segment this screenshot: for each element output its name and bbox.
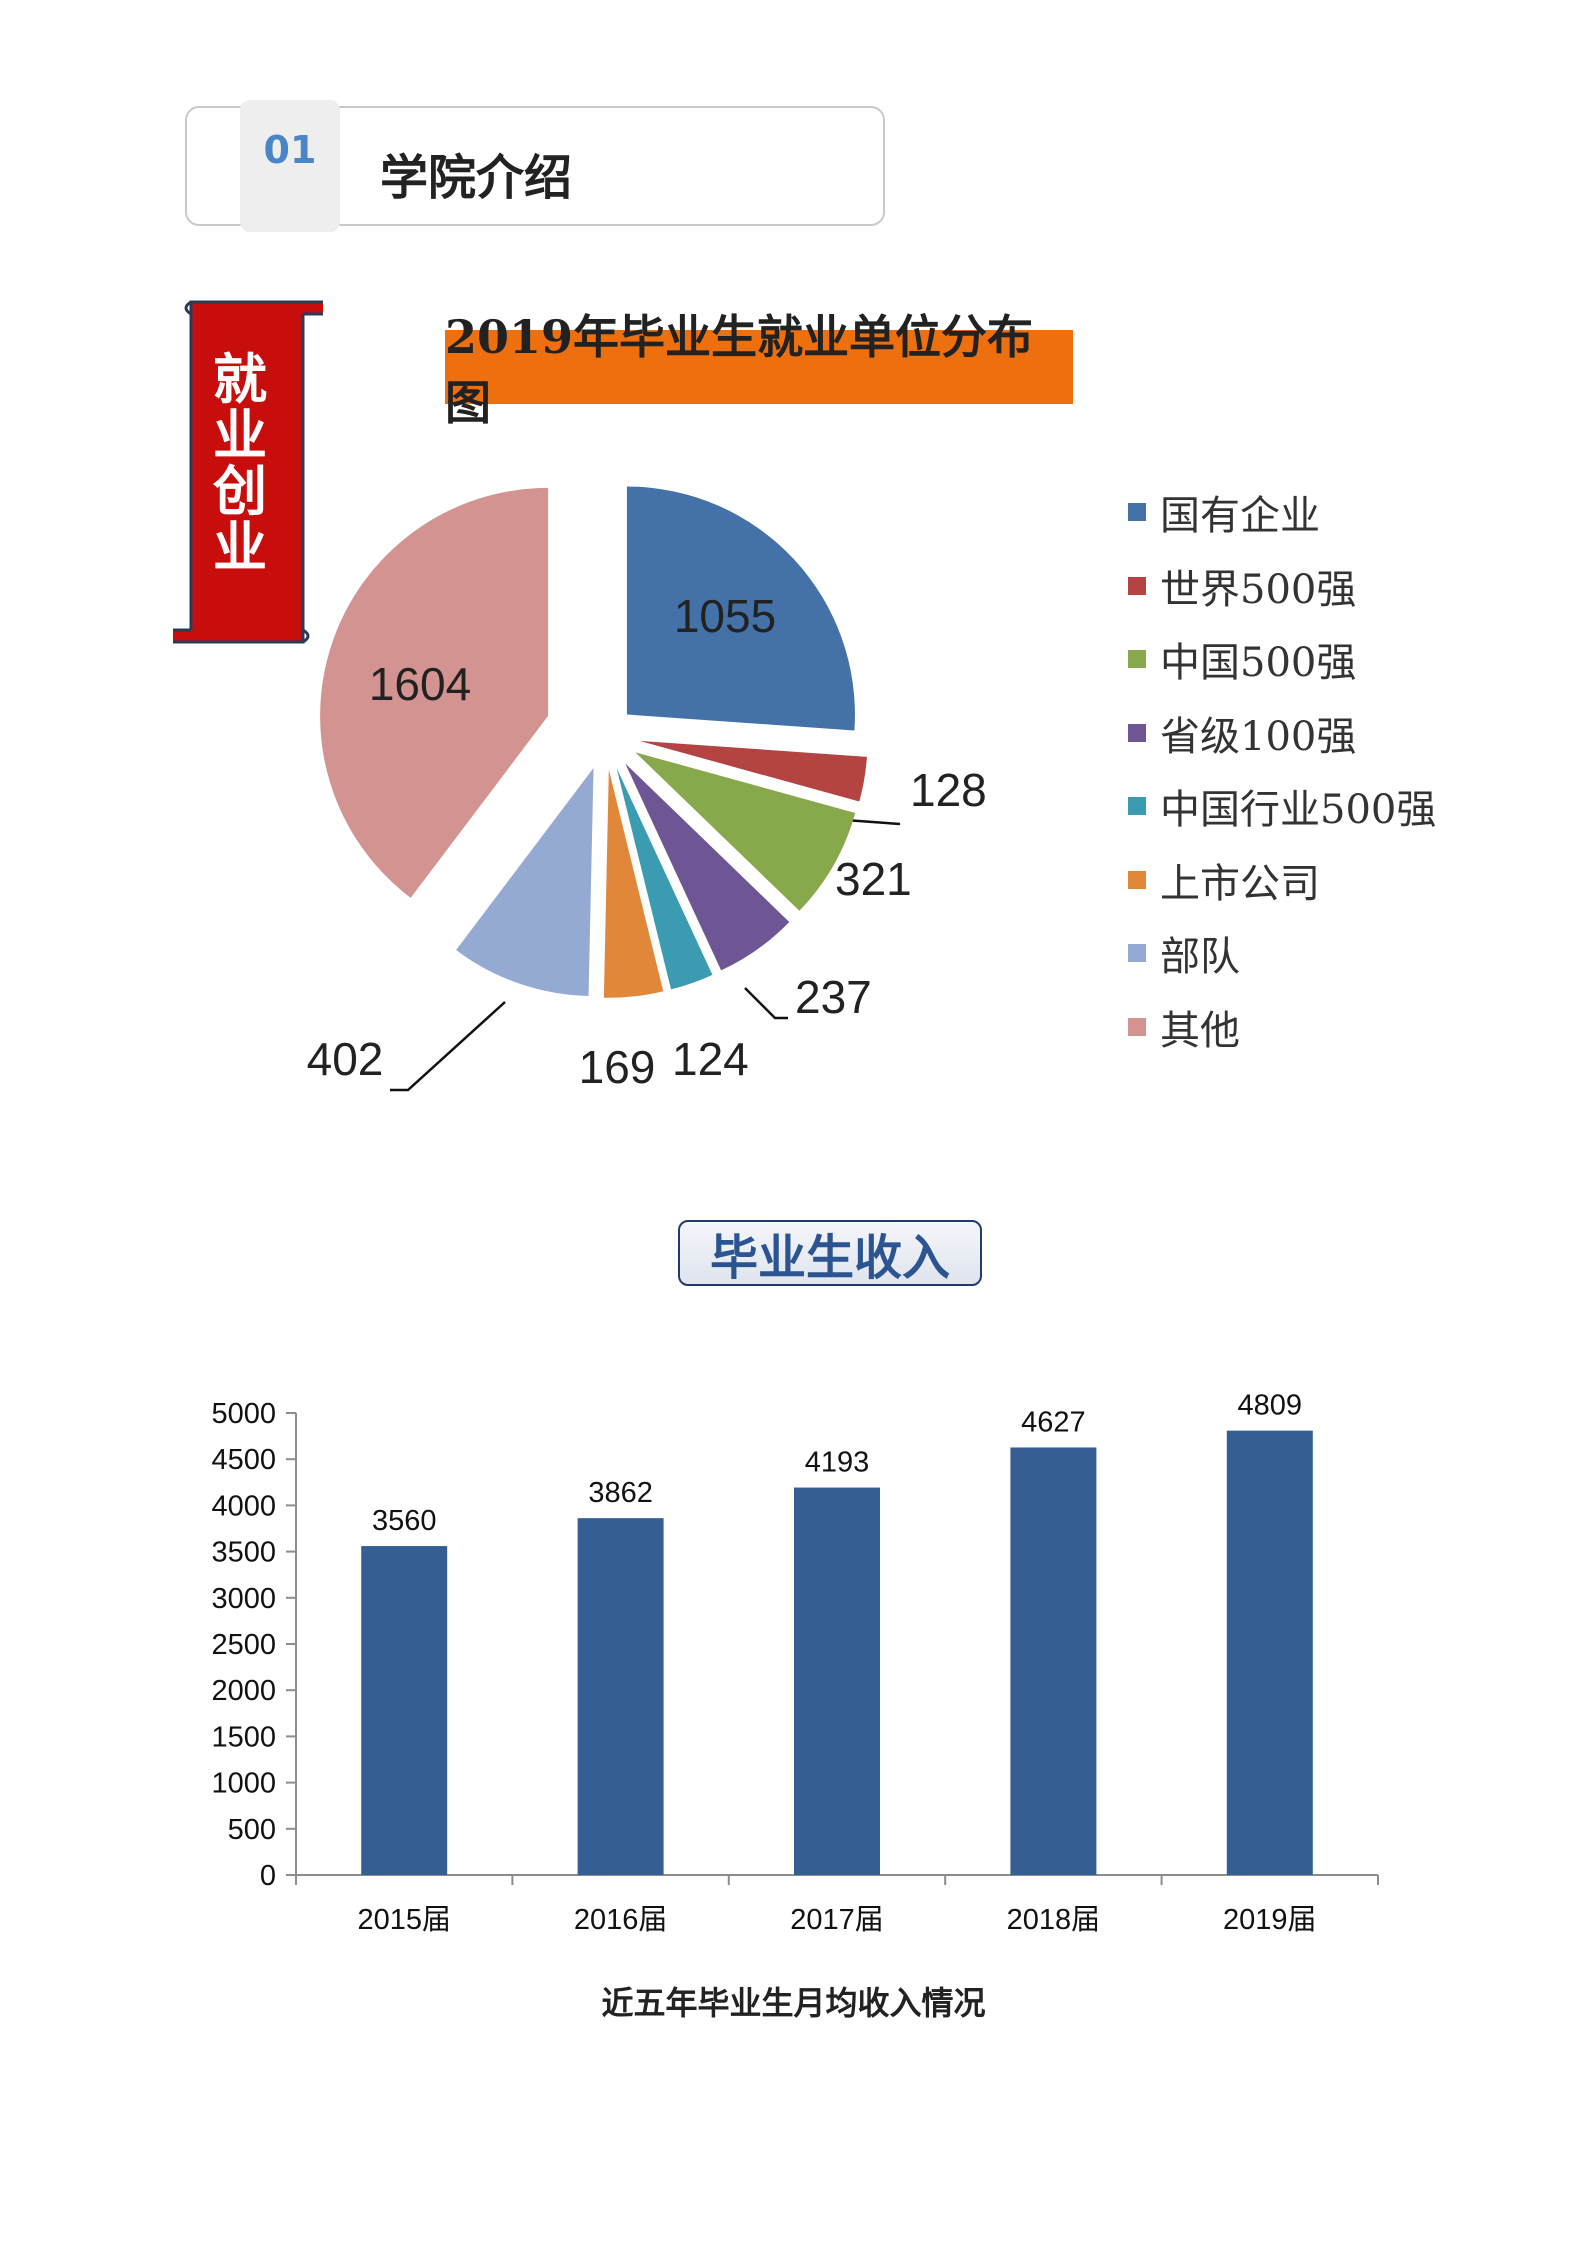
y-tick-label: 2000 [211, 1675, 276, 1707]
legend-swatch [1128, 723, 1146, 742]
y-tick-label: 500 [228, 1814, 276, 1846]
legend-swatch [1128, 503, 1146, 521]
y-tick-label: 2500 [211, 1629, 276, 1661]
pie-slice-6 [456, 768, 594, 997]
pie-data-label-3: 237 [795, 971, 872, 1023]
x-tick-label: 2019届 [1223, 1904, 1317, 1936]
pie-leader-line-6 [390, 1001, 506, 1092]
y-tick-label: 1500 [211, 1721, 276, 1753]
bar-2015届 [361, 1546, 448, 1875]
y-tick-label: 3000 [211, 1583, 276, 1615]
y-tick-label: 3500 [211, 1537, 276, 1569]
bar-2017届 [794, 1487, 880, 1875]
pie-data-label-7: 1604 [369, 658, 471, 710]
x-tick-label: 2015届 [357, 1904, 451, 1936]
bar-value-label: 4627 [1021, 1406, 1086, 1438]
legend-label: 省级100强 [1160, 713, 1357, 760]
scroll-banner-text: 就业创业 [213, 348, 267, 579]
scroll-banner-graphic [173, 300, 323, 644]
pie-data-label-4: 124 [672, 1033, 749, 1085]
section-number: 01 [263, 128, 317, 172]
x-tick-label: 2018届 [1007, 1904, 1101, 1936]
legend-label: 世界500强 [1160, 566, 1357, 613]
legend-item: 中国行业500强 [1128, 784, 1436, 833]
legend-swatch [1128, 870, 1146, 889]
pie-slice-0 [626, 486, 855, 731]
pie-slice-7 [320, 487, 549, 898]
legend-swatch [1128, 576, 1146, 595]
y-tick-label: 1000 [211, 1768, 276, 1800]
legend-item: 国有企业 [1128, 490, 1320, 539]
x-tick-label: 2017届 [790, 1904, 884, 1936]
y-tick-label: 5000 [211, 1398, 276, 1430]
legend-item: 部队 [1128, 931, 1240, 980]
bar-value-label: 3862 [588, 1477, 653, 1509]
pie-data-label-1: 128 [910, 764, 987, 816]
pie-chart: 1055 128 321 237 124 169 402 1604 [307, 486, 987, 1093]
section-number-box [240, 100, 340, 232]
pie-data-label-6: 402 [307, 1033, 384, 1085]
legend-swatch [1128, 797, 1146, 815]
legend-swatch [1128, 650, 1146, 668]
pie-data-label-2: 321 [835, 853, 912, 905]
bar-value-label: 4809 [1238, 1390, 1303, 1422]
pie-slice-3 [625, 763, 790, 971]
pie-leader-line-1 [844, 818, 901, 826]
y-tick-label: 4500 [211, 1444, 276, 1476]
legend-label: 部队 [1160, 934, 1240, 980]
legend-item: 上市公司 [1128, 858, 1320, 907]
legend-item: 世界500强 [1128, 564, 1356, 613]
bar-2016届 [577, 1518, 664, 1875]
legend-label: 中国500强 [1160, 640, 1357, 686]
legend-swatch [1128, 944, 1146, 962]
legend-label: 国有企业 [1160, 493, 1320, 539]
legend-item: 省级100强 [1128, 711, 1356, 760]
pie-slice-2 [635, 752, 856, 911]
x-tick-label: 2016届 [574, 1904, 668, 1936]
pie-slice-4 [616, 768, 713, 990]
bar-value-label: 4193 [805, 1447, 870, 1479]
pie-data-label-5: 169 [579, 1041, 656, 1093]
y-tick-label: 4000 [211, 1490, 276, 1522]
bar-2018届 [1010, 1447, 1097, 1875]
pie-data-label-0: 1055 [674, 590, 776, 642]
income-section-title: 毕业生收入 [678, 1220, 982, 1286]
legend-label: 上市公司 [1160, 860, 1320, 907]
pie-slice-5 [603, 769, 664, 998]
legend-label: 其他 [1160, 1007, 1240, 1054]
bar-value-label: 3560 [372, 1505, 437, 1537]
legend-item: 其他 [1128, 1005, 1240, 1054]
pie-slice-1 [639, 740, 867, 802]
legend-label: 中国行业500强 [1160, 787, 1437, 833]
section-title: 学院介绍 [380, 150, 573, 206]
legend-item: 中国500强 [1128, 637, 1356, 686]
bar-chart-caption: 近五年毕业生月均收入情况 [601, 1984, 986, 2022]
y-tick-label: 0 [260, 1860, 276, 1892]
bar-2019届 [1226, 1430, 1313, 1875]
pie-leader-line-3 [744, 987, 788, 1020]
legend-swatch [1128, 1017, 1146, 1036]
